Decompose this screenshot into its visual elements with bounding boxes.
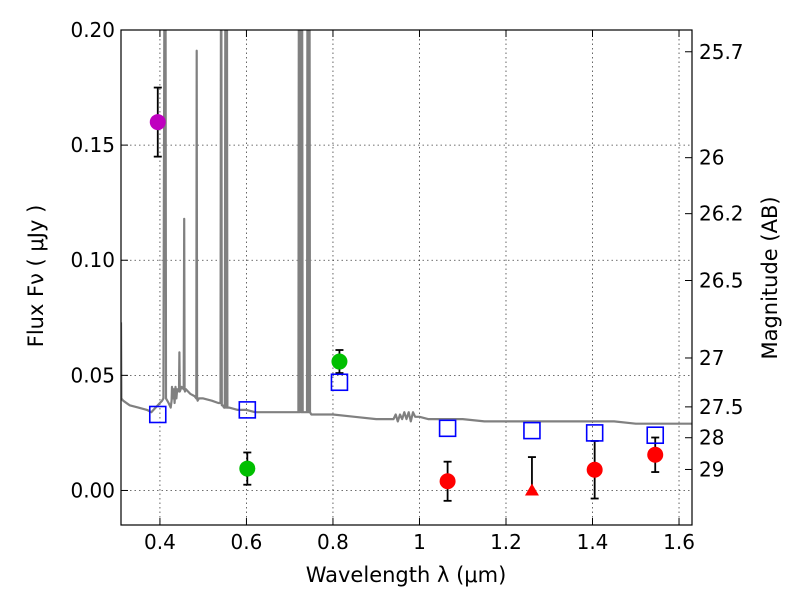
y-axis-title: Flux Fν ( μJy ) — [24, 205, 48, 348]
mag-tick-label: 25.7 — [699, 40, 744, 64]
model-spectrum-layer — [121, 30, 692, 425]
y-axis-right-title: Magnitude (AB) — [758, 196, 782, 359]
data-point — [647, 446, 664, 463]
plot-frame — [120, 29, 693, 526]
y-tick-label: 0.05 — [70, 363, 115, 387]
model-bandpass-square — [330, 373, 349, 392]
x-axis-title: Wavelength λ (μm) — [306, 563, 507, 587]
x-tick-label: 1 — [413, 530, 426, 554]
data-point — [439, 473, 456, 490]
axis-ticks: 0.4 0.6 0.8 1 1.2 1.4 1.6 0.00 0.05 0.10 0.15 0.20 2… — [70, 18, 743, 554]
y-tick-label: 0.10 — [70, 248, 115, 272]
mag-tick-label: 27.5 — [699, 395, 744, 419]
y-tick-label: 0.15 — [70, 133, 115, 157]
error-bars — [153, 86, 660, 502]
y-tick-label: 0.00 — [70, 478, 115, 502]
x-tick-label: 0.4 — [144, 530, 176, 554]
mag-tick-label: 26 — [699, 146, 724, 170]
mag-tick-label: 27 — [699, 346, 724, 370]
mag-tick-label: 29 — [699, 457, 724, 481]
model-bandpass-squares — [148, 373, 665, 445]
mag-tick-label: 26.2 — [699, 202, 744, 226]
x-tick-label: 1.4 — [577, 530, 609, 554]
mag-tick-label: 28 — [699, 426, 724, 450]
model-bandpass-square — [585, 424, 604, 442]
model-bandpass-square — [238, 401, 257, 419]
model-bandpass-square — [523, 421, 541, 440]
model-bandpass-square — [148, 405, 167, 424]
x-tick-label: 0.8 — [317, 530, 349, 554]
data-point — [149, 114, 166, 131]
observed-points — [149, 114, 664, 496]
x-tick-label: 1.2 — [490, 530, 522, 554]
grid-lines — [121, 29, 692, 525]
plot-area — [121, 30, 692, 502]
x-tick-label: 1.6 — [663, 530, 695, 554]
model-bandpass-square — [438, 419, 457, 438]
upper-limit-triangle — [524, 483, 539, 496]
model-spectrum-line — [121, 30, 692, 425]
axes-frame — [120, 29, 693, 526]
data-point — [239, 460, 256, 477]
data-point — [586, 461, 603, 478]
y-tick-label: 0.20 — [70, 18, 115, 42]
x-tick-label: 0.6 — [231, 530, 263, 554]
model-bandpass-square — [646, 426, 665, 445]
mag-tick-label: 26.5 — [699, 268, 744, 292]
data-point — [331, 353, 348, 370]
